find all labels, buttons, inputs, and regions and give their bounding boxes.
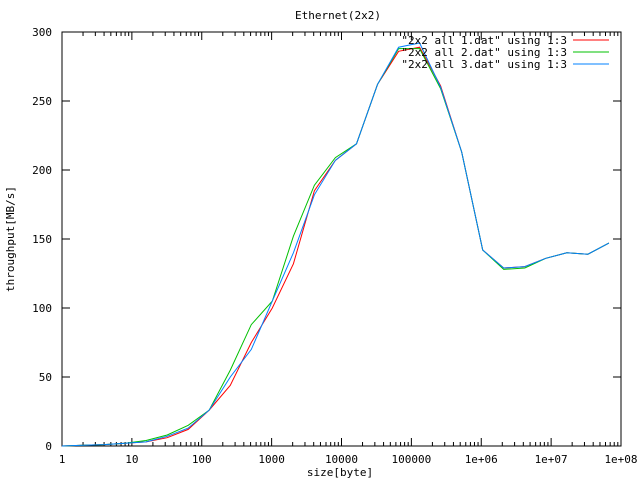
legend-entry-label: "2x2 all 2.dat" using 1:3	[401, 46, 567, 59]
x-tick-label: 1000	[258, 453, 285, 466]
x-tick-label: 10	[125, 453, 138, 466]
x-tick-label: 100000	[392, 453, 432, 466]
y-tick-label: 0	[45, 440, 52, 453]
y-axis-label: throughput[MB/s]	[4, 186, 17, 292]
legend: "2x2 all 1.dat" using 1:3"2x2 all 2.dat"…	[401, 34, 609, 71]
series-line-2	[61, 48, 610, 447]
x-tick-label: 1e+06	[465, 453, 498, 466]
chart-title: Ethernet(2x2)	[295, 9, 381, 22]
x-tick-label: 1e+07	[535, 453, 568, 466]
y-tick-label: 300	[32, 26, 52, 39]
series-lines	[61, 42, 610, 447]
series-line-1	[61, 46, 610, 447]
legend-entry-label: "2x2 all 3.dat" using 1:3	[401, 58, 567, 71]
y-tick-label: 250	[32, 95, 52, 108]
x-tick-label: 100	[192, 453, 212, 466]
plot-frame	[61, 31, 622, 447]
x-tick-label: 10000	[325, 453, 358, 466]
axis-ticks: 1 10 100 1000 10000 100000 1e+06 1e+07 1e+08 0 50 1…	[32, 26, 637, 466]
x-tick-label: 1	[59, 453, 66, 466]
series-line-3	[61, 42, 610, 447]
legend-entry-label: "2x2 all 1.dat" using 1:3	[401, 34, 567, 47]
y-tick-label: 50	[39, 371, 52, 384]
y-tick-label: 100	[32, 302, 52, 315]
x-tick-label: 1e+08	[604, 453, 637, 466]
y-tick-label: 150	[32, 233, 52, 246]
y-tick-label: 200	[32, 164, 52, 177]
x-axis-label: size[byte]	[307, 466, 373, 479]
